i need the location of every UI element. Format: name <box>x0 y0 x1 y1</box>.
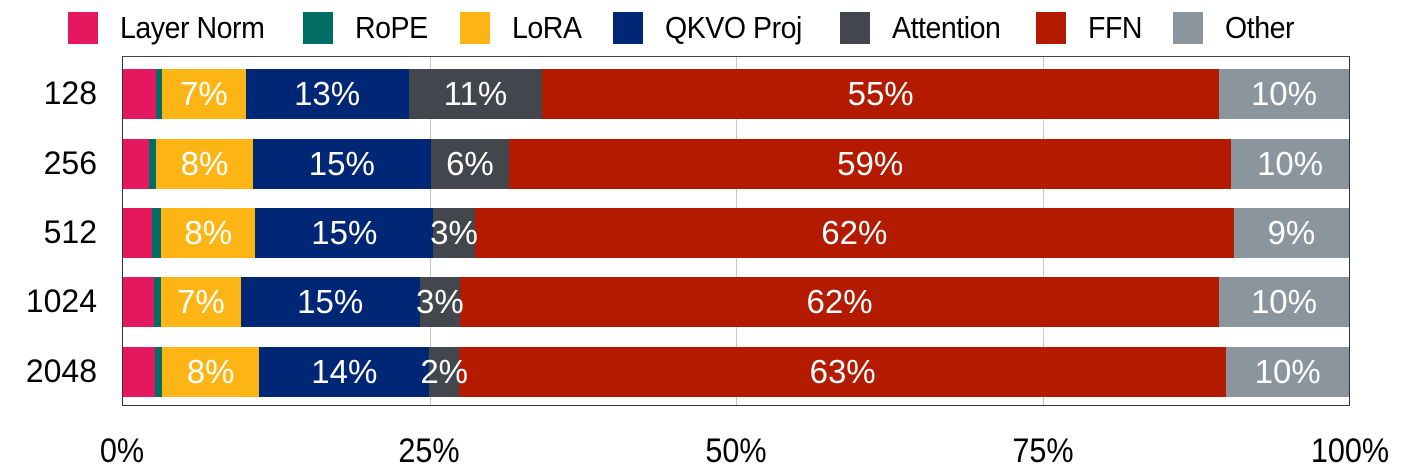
y-label-128: 128 <box>43 75 97 111</box>
y-label-1024: 1024 <box>25 283 97 319</box>
legend-swatch-layer-norm <box>68 12 98 44</box>
segment-value-label: 10% <box>1250 283 1317 320</box>
bar-segment-layer-norm <box>123 208 153 258</box>
bar-segment-layer-norm <box>123 277 154 327</box>
bar-row-512: 8% 15% 3% 62% 9% <box>123 208 1349 258</box>
bar-segment-layer-norm <box>123 347 155 397</box>
bar-segment-attention: 11% <box>408 69 543 119</box>
segment-value-label: 9% <box>1267 214 1316 251</box>
segment-value-label: 15% <box>297 283 364 320</box>
legend-label: Layer Norm <box>120 10 265 45</box>
legend-item-lora: LoRA <box>459 10 614 46</box>
bar-row-1024: 7% 15% 3% 62% 10% <box>123 277 1349 327</box>
bar-segment-qkvo-proj: 15% <box>255 208 434 258</box>
x-tick-75: 75% <box>1012 432 1074 470</box>
segment-value-label: 7% <box>180 75 228 112</box>
legend-swatch-attention <box>840 12 871 44</box>
legend-label: QKVO Proj <box>665 10 803 45</box>
legend-swatch-rope <box>302 12 333 44</box>
bar-segment-qkvo-proj: 13% <box>245 69 409 119</box>
segment-value-label: 8% <box>186 353 235 390</box>
bar-segment-qkvo-proj: 15% <box>240 277 420 327</box>
legend-swatch-lora <box>459 12 490 44</box>
legend-label: FFN <box>1088 10 1143 45</box>
legend-label: Other <box>1224 10 1294 45</box>
segment-value-label: 7% <box>176 283 225 320</box>
bar-segment-ffn: 59% <box>509 139 1232 189</box>
segment-value-label: 15% <box>311 214 378 251</box>
bar-segment-other: 10% <box>1226 347 1349 397</box>
legend-swatch-other <box>1172 12 1203 44</box>
bar-segment-layer-norm <box>123 69 157 119</box>
bar-row-128: 7% 13% 11% 55% 10% <box>123 69 1349 119</box>
segment-value-label: 10% <box>1254 353 1321 390</box>
x-tick-0: 0% <box>99 432 145 470</box>
segment-value-label: 10% <box>1250 75 1317 112</box>
segment-value-label: 62% <box>806 283 873 320</box>
legend-swatch-ffn <box>1036 12 1067 44</box>
legend-label: RoPE <box>354 10 428 45</box>
bar-segment-other: 10% <box>1219 277 1349 327</box>
bar-segment-rope <box>153 277 161 327</box>
segment-value-label: 8% <box>180 145 229 182</box>
segment-value-label: 62% <box>821 214 888 251</box>
legend-item-qkvo-proj: QKVO Proj <box>613 10 840 46</box>
chart-legend: Layer Norm RoPE LoRA QKVO Proj Attention… <box>68 6 1326 50</box>
y-label-512: 512 <box>43 214 97 250</box>
bar-segment-rope <box>156 69 163 119</box>
segment-value-label: 14% <box>311 353 378 390</box>
bar-segment-attention: 2% <box>420 347 468 397</box>
segment-value-label: 3% <box>416 283 464 320</box>
bar-segment-attention: 3% <box>416 277 464 327</box>
bar-segment-rope <box>148 139 157 189</box>
bar-segment-rope <box>152 208 161 258</box>
segment-value-label: 11% <box>443 75 508 112</box>
bar-segment-layer-norm <box>123 139 149 189</box>
x-tick-100: 100% <box>1310 432 1390 470</box>
segment-value-label: 63% <box>809 353 876 390</box>
segment-value-label: 59% <box>837 145 904 182</box>
legend-label: Attention <box>892 10 1001 45</box>
bar-row-2048: 8% 14% 2% 63% 10% <box>123 347 1349 397</box>
bar-segment-other: 10% <box>1219 69 1349 119</box>
bar-row-256: 8% 15% 6% 59% 10% <box>123 139 1349 189</box>
legend-item-layer-norm: Layer Norm <box>68 10 303 46</box>
segment-value-label: 55% <box>847 75 914 112</box>
legend-label: LoRA <box>511 10 582 45</box>
bar-segment-lora: 8% <box>162 347 260 397</box>
segment-value-label: 2% <box>420 353 469 390</box>
segment-value-label: 6% <box>446 145 494 182</box>
bar-segment-other: 9% <box>1233 208 1349 258</box>
bar-segment-qkvo-proj: 15% <box>252 139 431 189</box>
x-tick-25: 25% <box>398 432 460 470</box>
bar-segment-lora: 8% <box>156 139 253 189</box>
bar-segment-ffn: 63% <box>458 347 1227 397</box>
segment-value-label: 3% <box>430 214 478 251</box>
x-tick-50: 50% <box>705 432 767 470</box>
legend-item-other: Other <box>1172 10 1326 46</box>
bar-segment-ffn: 62% <box>460 277 1219 327</box>
bar-segment-attention: 6% <box>430 139 510 189</box>
bar-segment-attention: 3% <box>430 208 478 258</box>
y-label-2048: 2048 <box>25 353 97 389</box>
plot-area: 7% 13% 11% 55% 10% 8% 15% 6% 59% 10% 8% 15% 3% 62% 9… <box>122 56 1350 406</box>
segment-value-label: 13% <box>294 75 361 112</box>
legend-item-attention: Attention <box>840 10 1036 46</box>
segment-value-label: 10% <box>1257 145 1324 182</box>
bar-segment-ffn: 55% <box>542 69 1219 119</box>
bar-segment-qkvo-proj: 14% <box>259 347 430 397</box>
legend-swatch-qkvo-proj <box>613 12 644 44</box>
bar-segment-lora: 7% <box>160 277 241 327</box>
bar-segment-other: 10% <box>1231 139 1349 189</box>
y-label-256: 256 <box>43 145 97 181</box>
segment-value-label: 15% <box>308 145 375 182</box>
legend-item-ffn: FFN <box>1036 10 1173 46</box>
segment-value-label: 8% <box>184 214 233 251</box>
bar-segment-lora: 7% <box>162 69 246 119</box>
bar-segment-lora: 8% <box>161 208 256 258</box>
bar-segment-rope <box>154 347 163 397</box>
legend-item-rope: RoPE <box>302 10 460 46</box>
bar-segment-ffn: 62% <box>474 208 1234 258</box>
